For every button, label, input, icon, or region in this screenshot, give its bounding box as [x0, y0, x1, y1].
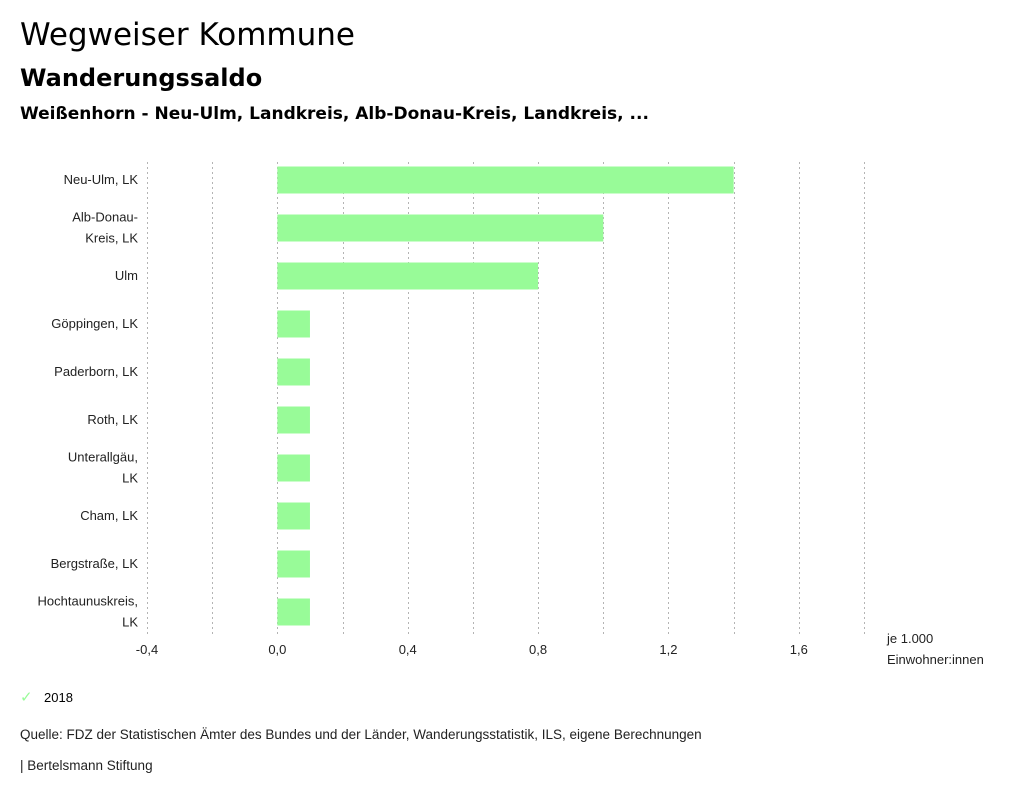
x-unit-label-line: Einwohner:innen — [887, 652, 984, 667]
category-label-line: Neu-Ulm, LK — [64, 172, 139, 187]
x-tick-label: 0,4 — [399, 642, 417, 657]
category-label: Alb-Donau- Kreis, LK — [72, 210, 138, 246]
bar — [277, 310, 310, 338]
x-unit-label-line: je 1.000 — [886, 631, 933, 646]
category-label: Roth, LK — [87, 412, 138, 427]
bar — [277, 502, 310, 530]
brand-note: | Bertelsmann Stiftung — [20, 758, 153, 773]
category-labels: Neu-Ulm, LK Alb-Donau- Kreis, LK Ulm Göpping… — [38, 172, 139, 630]
category-label-line: Ulm — [115, 268, 138, 283]
x-tick-label: -0,4 — [136, 642, 158, 657]
category-label-line: Bergstraße, LK — [51, 556, 139, 571]
category-label-line: Cham, LK — [80, 508, 138, 523]
category-label: Ulm — [115, 268, 138, 283]
chart-subtitle: Wanderungssaldo — [20, 64, 263, 92]
legend-label: 2018 — [44, 689, 73, 705]
bar — [277, 550, 310, 578]
bar — [277, 406, 310, 434]
x-tick-label: 0,8 — [529, 642, 547, 657]
category-label-line: Paderborn, LK — [54, 364, 138, 379]
bar — [277, 166, 734, 194]
category-label-line: Unterallgäu, — [68, 450, 138, 465]
category-label-line: Hochtaunuskreis, — [38, 594, 138, 609]
x-tick-labels: -0,4 0,0 0,4 0,8 1,2 1,6 — [136, 642, 808, 657]
check-icon: ✓ — [20, 689, 33, 706]
bar — [277, 454, 310, 482]
x-tick-label: 1,2 — [659, 642, 677, 657]
category-label-line: Kreis, LK — [85, 231, 138, 246]
bar-chart: Neu-Ulm, LK Alb-Donau- Kreis, LK Ulm Göpping… — [38, 162, 984, 667]
category-label-line: Roth, LK — [87, 412, 138, 427]
category-label: Hochtaunuskreis, LK — [38, 594, 139, 630]
bars — [277, 166, 734, 626]
page-title: Wegweiser Kommune — [20, 17, 355, 53]
category-label: Cham, LK — [80, 508, 138, 523]
gridlines — [147, 162, 865, 636]
bar — [277, 598, 310, 626]
source-note: Quelle: FDZ der Statistischen Ämter des … — [20, 727, 702, 742]
category-label: Unterallgäu, LK — [68, 450, 138, 486]
category-label: Bergstraße, LK — [51, 556, 139, 571]
category-label: Paderborn, LK — [54, 364, 138, 379]
category-label-line: LK — [122, 471, 138, 486]
x-tick-label: 0,0 — [268, 642, 286, 657]
category-label: Göppingen, LK — [51, 316, 138, 331]
bar — [277, 358, 310, 386]
category-label: Neu-Ulm, LK — [64, 172, 139, 187]
legend-item-2018[interactable]: ✓ 2018 — [20, 688, 73, 706]
category-label-line: Alb-Donau- — [72, 210, 138, 225]
category-label-line: LK — [122, 615, 138, 630]
bar — [277, 214, 604, 242]
bar — [277, 262, 539, 290]
x-tick-label: 1,6 — [790, 642, 808, 657]
x-unit-label: je 1.000 Einwohner:innen — [886, 631, 984, 667]
region-selection: Weißenhorn - Neu-Ulm, Landkreis, Alb-Don… — [20, 104, 649, 124]
category-label-line: Göppingen, LK — [51, 316, 138, 331]
